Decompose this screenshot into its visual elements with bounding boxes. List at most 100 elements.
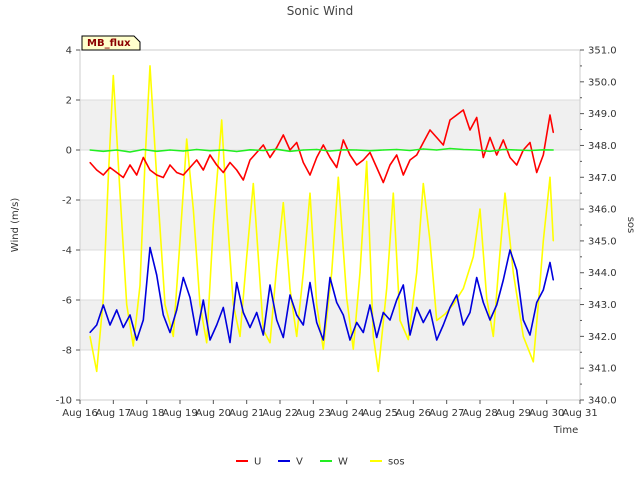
data-point-W bbox=[329, 150, 331, 152]
data-point-V bbox=[429, 309, 431, 311]
data-point-V bbox=[302, 324, 304, 326]
data-point-W bbox=[449, 147, 451, 150]
y-left-tick-label: 2 bbox=[66, 96, 72, 107]
data-point-U bbox=[509, 156, 511, 159]
data-point-sos bbox=[119, 192, 121, 194]
data-point-sos bbox=[549, 176, 551, 178]
data-point-V bbox=[336, 301, 338, 304]
series-line-W bbox=[89, 147, 554, 153]
data-point-V bbox=[296, 314, 298, 316]
data-point-sos bbox=[107, 176, 109, 178]
data-point-sos bbox=[156, 176, 158, 178]
data-point-sos bbox=[239, 335, 241, 337]
data-point-V bbox=[529, 334, 531, 336]
data-point-V bbox=[222, 306, 224, 309]
data-point-sos bbox=[504, 192, 506, 194]
data-point-sos bbox=[399, 319, 401, 322]
y-right-tick-label: 343.0 bbox=[588, 300, 617, 311]
data-point-sos bbox=[479, 208, 481, 210]
data-point-U bbox=[89, 161, 91, 164]
data-point-U bbox=[242, 179, 244, 181]
data-point-U bbox=[422, 141, 424, 144]
data-point-U bbox=[249, 159, 251, 161]
data-point-W bbox=[516, 149, 518, 151]
data-point-W bbox=[236, 150, 238, 153]
x-tick-label: Aug 21 bbox=[229, 408, 264, 419]
data-point-U bbox=[362, 159, 364, 161]
y-left-tick-label: -2 bbox=[62, 196, 72, 207]
data-point-U bbox=[129, 164, 131, 166]
y-left-tick-label: 0 bbox=[66, 146, 72, 157]
data-point-U bbox=[336, 166, 338, 169]
data-point-V bbox=[136, 339, 138, 341]
data-point-U bbox=[356, 164, 358, 166]
data-point-W bbox=[552, 149, 554, 151]
y-axis-right-title: sos bbox=[625, 217, 636, 234]
data-point-W bbox=[476, 149, 478, 151]
data-point-V bbox=[89, 331, 91, 334]
data-point-U bbox=[276, 146, 278, 149]
data-point-sos bbox=[407, 338, 409, 341]
data-point-W bbox=[276, 148, 278, 150]
data-point-W bbox=[156, 150, 158, 152]
data-point-W bbox=[369, 150, 371, 152]
data-point-sos bbox=[422, 183, 424, 185]
series-lines bbox=[89, 65, 555, 373]
data-point-V bbox=[349, 339, 351, 341]
data-point-U bbox=[256, 151, 258, 154]
data-point-V bbox=[376, 336, 378, 339]
data-point-sos bbox=[199, 303, 201, 306]
y-right-tick-label: 340.0 bbox=[588, 396, 617, 407]
data-point-V bbox=[476, 276, 478, 279]
data-point-W bbox=[529, 149, 531, 152]
data-point-U bbox=[409, 159, 411, 161]
y-right-tick-label: 347.0 bbox=[588, 173, 617, 184]
data-point-U bbox=[202, 169, 204, 171]
x-tick-label: Aug 18 bbox=[129, 408, 164, 419]
data-point-U bbox=[96, 169, 98, 171]
data-point-V bbox=[142, 319, 144, 321]
data-point-W bbox=[436, 149, 438, 151]
data-point-V bbox=[489, 319, 491, 321]
data-point-sos bbox=[276, 265, 278, 267]
data-point-sos bbox=[282, 202, 284, 204]
data-point-V bbox=[422, 321, 424, 324]
data-point-W bbox=[356, 149, 358, 151]
data-point-sos bbox=[186, 138, 188, 140]
data-point-V bbox=[469, 311, 471, 314]
data-point-U bbox=[549, 114, 551, 116]
data-point-U bbox=[382, 181, 384, 184]
data-point-sos bbox=[352, 348, 354, 350]
data-point-W bbox=[129, 151, 131, 153]
data-point-V bbox=[362, 331, 364, 334]
data-point-V bbox=[402, 284, 404, 286]
data-point-W bbox=[382, 149, 384, 151]
data-point-U bbox=[442, 144, 444, 146]
data-point-U bbox=[436, 136, 438, 139]
data-point-sos bbox=[462, 288, 464, 290]
data-point-W bbox=[289, 150, 291, 152]
data-point-V bbox=[442, 324, 444, 326]
data-point-V bbox=[536, 301, 538, 304]
y-axis-left-title: Wind (m/s) bbox=[10, 198, 21, 253]
data-point-V bbox=[382, 311, 384, 314]
x-tick-label: Aug 26 bbox=[396, 408, 431, 419]
data-point-V bbox=[229, 341, 231, 344]
data-point-V bbox=[509, 249, 511, 251]
data-point-U bbox=[309, 174, 311, 176]
data-point-U bbox=[456, 114, 458, 116]
data-point-sos bbox=[302, 272, 304, 274]
data-point-V bbox=[396, 299, 398, 301]
data-point-sos bbox=[112, 74, 114, 77]
data-point-V bbox=[262, 334, 264, 336]
y-right-tick-label: 348.0 bbox=[588, 141, 617, 152]
data-point-U bbox=[489, 136, 491, 139]
legend-label-sos: sos bbox=[388, 457, 405, 468]
data-point-W bbox=[102, 150, 104, 152]
data-point-sos bbox=[472, 256, 474, 258]
data-point-sos bbox=[436, 319, 438, 322]
data-point-U bbox=[429, 129, 431, 131]
data-point-sos bbox=[359, 272, 361, 274]
data-point-sos bbox=[377, 370, 379, 372]
data-point-U bbox=[416, 154, 418, 156]
